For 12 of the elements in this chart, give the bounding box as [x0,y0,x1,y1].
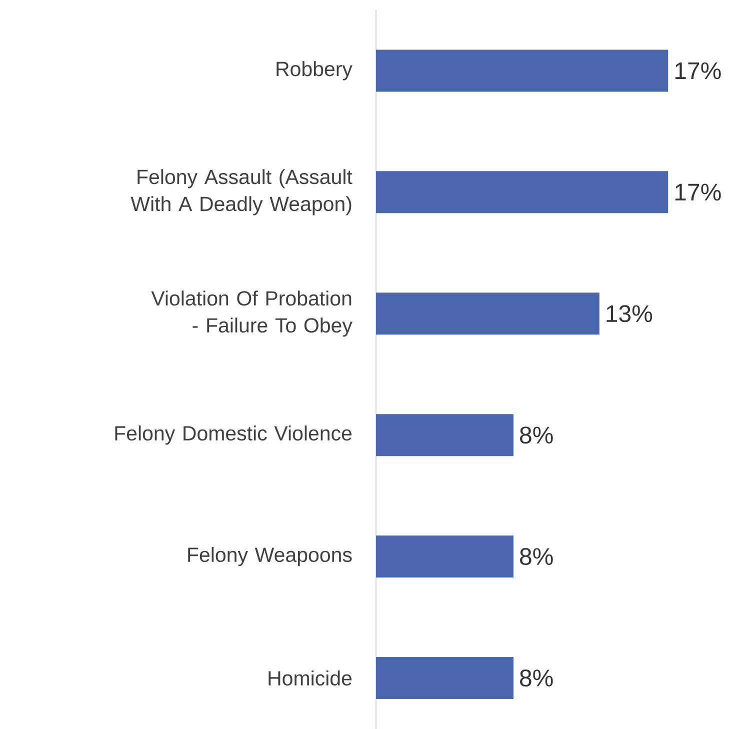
y-tick-label: Robbery [276,61,352,80]
y-tick-label: Felony Assault (Assault With A Deadly Weapon) [130,169,352,216]
y-tick-label: Homicide [268,670,352,686]
data-label: 8% [520,548,553,566]
data-label: 17% [675,184,721,201]
y-tick-label: Felony Weapoons [188,546,352,566]
data-label: 17% [675,62,721,80]
data-label: 13% [606,305,652,322]
data-label: 8% [520,426,553,444]
data-label: 8% [520,669,553,686]
y-tick-label: Violation Of Probation - Failure To Obey [151,290,352,337]
y-tick-label: Felony Domestic Violence [115,426,352,445]
